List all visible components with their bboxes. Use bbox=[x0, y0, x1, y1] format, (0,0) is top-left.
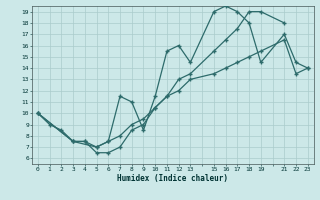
X-axis label: Humidex (Indice chaleur): Humidex (Indice chaleur) bbox=[117, 174, 228, 183]
